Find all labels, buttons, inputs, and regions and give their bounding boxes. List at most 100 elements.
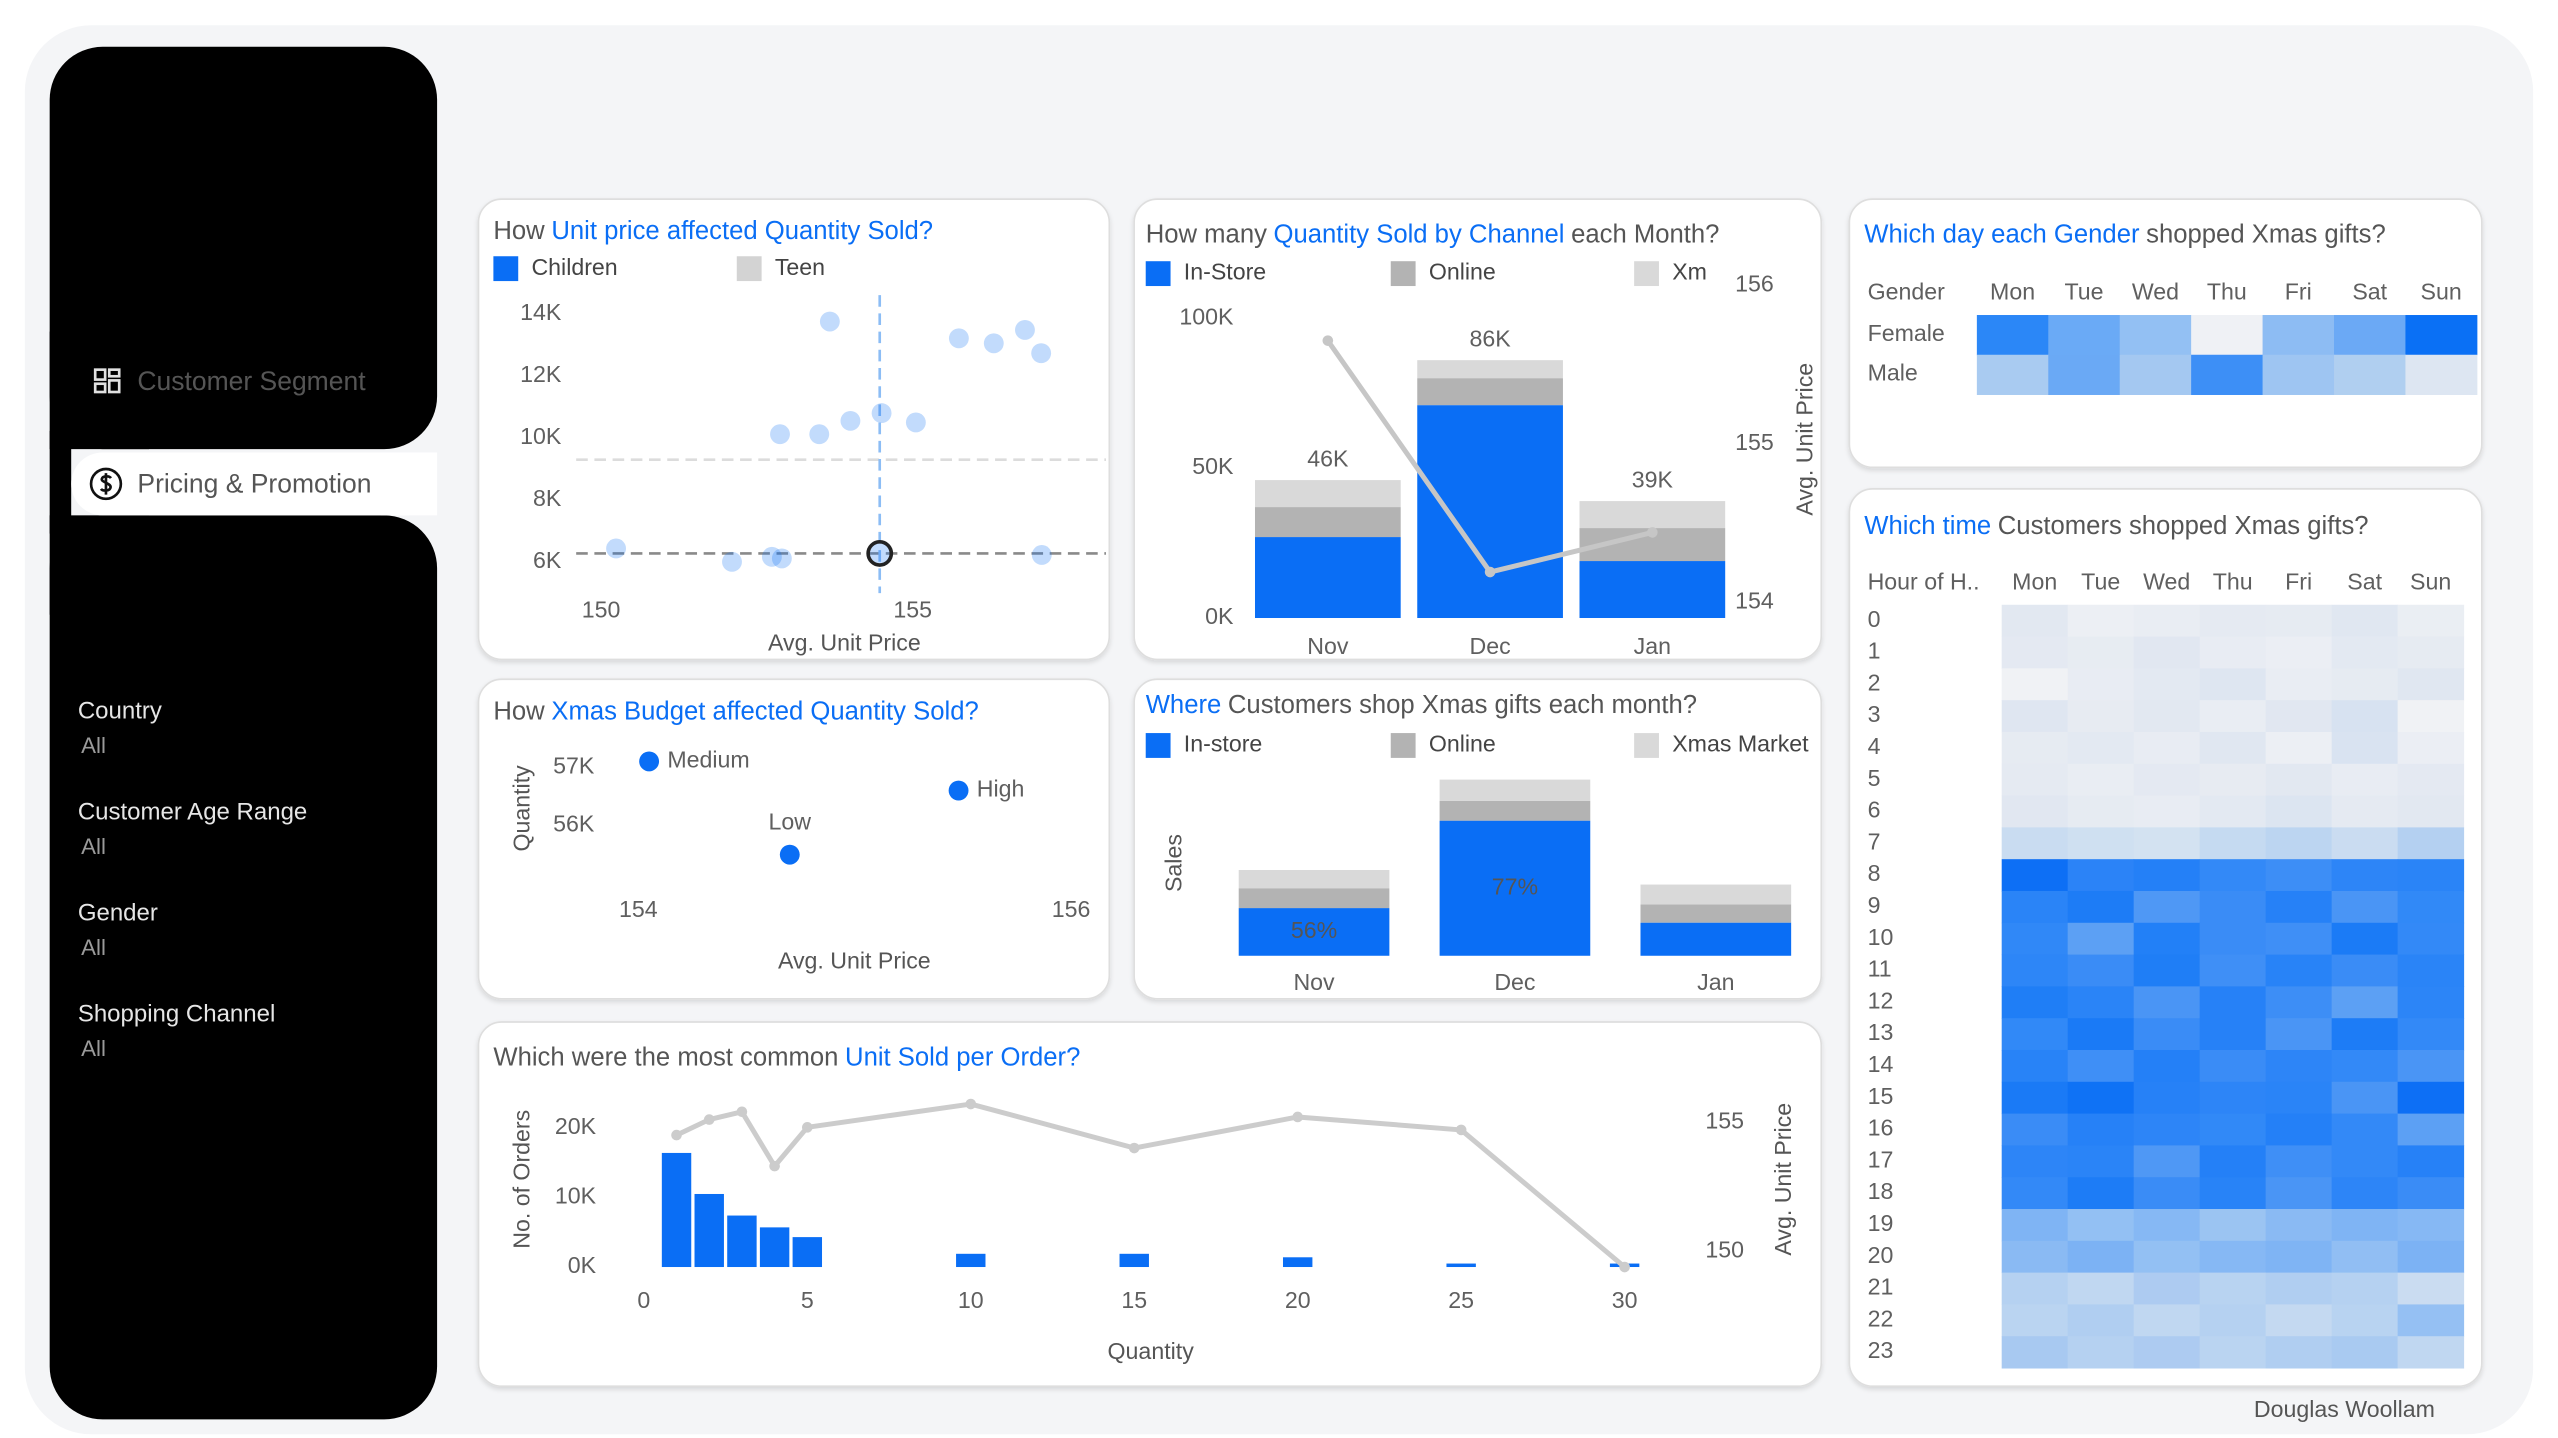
heatmap-cell xyxy=(2067,1304,2135,1337)
filter-value[interactable]: All xyxy=(81,935,106,960)
row-header: Hour of H.. xyxy=(1868,568,1980,594)
heatmap-cell xyxy=(2397,763,2465,797)
scatter-point xyxy=(948,780,969,801)
bar xyxy=(956,1253,986,1268)
heatmap-cell xyxy=(2133,1145,2201,1178)
heatmap-cell xyxy=(2397,827,2465,860)
x-tick-label: Jan xyxy=(1634,633,1671,659)
line-point xyxy=(736,1106,748,1118)
line-point xyxy=(1128,1142,1140,1154)
heatmap-cell xyxy=(2133,1018,2201,1051)
heatmap-cell xyxy=(2133,1336,2201,1369)
chart-title: Where Customers shop Xmas gifts each mont… xyxy=(1146,691,1697,719)
legend-label: In-store xyxy=(1184,731,1263,757)
legend-label: Online xyxy=(1429,731,1496,757)
legend-swatch xyxy=(493,256,519,282)
y2-tick-label: 155 xyxy=(1705,1107,1744,1133)
line-point xyxy=(1619,1261,1630,1273)
row-label: 5 xyxy=(1868,765,1881,791)
sidebar xyxy=(49,46,438,1420)
filter-value[interactable]: All xyxy=(81,834,106,859)
heatmap-cell xyxy=(2133,1209,2201,1242)
title-part: Xmas Budget affected Quantity Sold? xyxy=(551,697,978,725)
row-label: 13 xyxy=(1868,1019,1894,1045)
title-part: Unit price affected Quantity Sold? xyxy=(551,217,933,245)
row-label: 18 xyxy=(1868,1178,1894,1204)
title-part: How xyxy=(493,697,545,725)
active-tab[interactable] xyxy=(71,452,438,516)
scatter-point xyxy=(809,424,830,445)
heatmap-cell xyxy=(2331,1049,2399,1083)
legend-label: Online xyxy=(1429,259,1496,285)
bar xyxy=(759,1227,790,1268)
scatter-point xyxy=(866,540,894,567)
row-label: 11 xyxy=(1868,956,1892,982)
filter-label: Country xyxy=(78,698,162,725)
legend-swatch xyxy=(1634,733,1659,758)
sidebar-top-corner xyxy=(49,331,150,450)
nav-item[interactable]: Customer Segment xyxy=(137,366,366,396)
heatmap-cell xyxy=(2133,827,2201,860)
heatmap-cell xyxy=(2001,1272,2069,1305)
bar xyxy=(1640,884,1792,905)
heatmap-cell xyxy=(2331,1272,2399,1305)
segment-icon xyxy=(93,368,121,394)
heatmap-cell xyxy=(2199,1304,2267,1337)
heatmap-cell xyxy=(2199,1272,2267,1305)
heatmap-cell xyxy=(2397,1304,2465,1337)
row-label: 16 xyxy=(1868,1115,1894,1141)
heatmap-cell xyxy=(2067,1209,2135,1242)
heatmap-cell xyxy=(2001,795,2069,828)
heatmap-cell xyxy=(2265,1336,2333,1369)
heatmap-cell xyxy=(2067,986,2135,1019)
heatmap-cell xyxy=(2199,1018,2267,1051)
heatmap-cell xyxy=(2001,1145,2069,1178)
column-header: Tue xyxy=(2081,568,2120,594)
heatmap-cell xyxy=(2331,700,2399,733)
heatmap-cell xyxy=(2331,604,2399,638)
filter-label: Customer Age Range xyxy=(78,799,307,826)
x-tick-label: Dec xyxy=(1494,969,1535,995)
heatmap-cell xyxy=(2331,731,2399,765)
heatmap-cell xyxy=(2265,1049,2333,1083)
heatmap-cell xyxy=(2265,859,2333,892)
bar xyxy=(1579,501,1726,529)
scatter-point xyxy=(639,751,660,772)
heatmap-cell xyxy=(2334,315,2406,356)
heatmap-cell xyxy=(2067,604,2135,638)
heatmap-cell xyxy=(2199,1209,2267,1242)
chart-title: Which day each Gender shopped Xmas gifts? xyxy=(1864,220,2385,248)
heatmap-cell xyxy=(2001,763,2069,797)
heatmap-cell xyxy=(2001,636,2069,669)
scatter-point xyxy=(770,424,790,445)
heatmap-cell xyxy=(2133,1304,2201,1337)
title-part: shopped Xmas gifts? xyxy=(2146,220,2386,248)
heatmap-cell xyxy=(2001,700,2069,733)
heatmap-cell xyxy=(2334,354,2406,395)
heatmap-cell xyxy=(2331,795,2399,828)
title-part: Which time xyxy=(1864,512,1991,540)
heatmap-cell xyxy=(2067,763,2135,797)
heatmap-cell xyxy=(2199,1240,2267,1274)
line-point xyxy=(1455,1124,1467,1136)
y2-tick-label: 150 xyxy=(1705,1237,1744,1263)
heatmap-cell xyxy=(2199,731,2267,765)
y-tick-label: 14K xyxy=(520,299,562,325)
heatmap-cell xyxy=(2191,354,2264,395)
filter-value[interactable]: All xyxy=(81,1036,106,1061)
row-label: 6 xyxy=(1868,797,1881,823)
chart-title: How many Quantity Sold by Channel each Mon… xyxy=(1146,220,1720,248)
x-tick-label: Nov xyxy=(1307,633,1349,659)
heatmap-cell xyxy=(2331,1304,2399,1337)
row-label: 12 xyxy=(1868,987,1894,1013)
heatmap-cell xyxy=(2199,1081,2267,1115)
filter-value[interactable]: All xyxy=(81,733,106,758)
footer: Douglas Woollam xyxy=(2254,1396,2435,1422)
heatmap-cell xyxy=(2405,315,2478,356)
nav-item[interactable]: Pricing & Promotion xyxy=(137,469,371,499)
heatmap-cell xyxy=(2067,954,2135,987)
scatter-point xyxy=(840,410,861,431)
heatmap-cell xyxy=(2199,795,2267,828)
heatmap-cell xyxy=(2397,986,2465,1019)
point-label: High xyxy=(977,776,1025,802)
